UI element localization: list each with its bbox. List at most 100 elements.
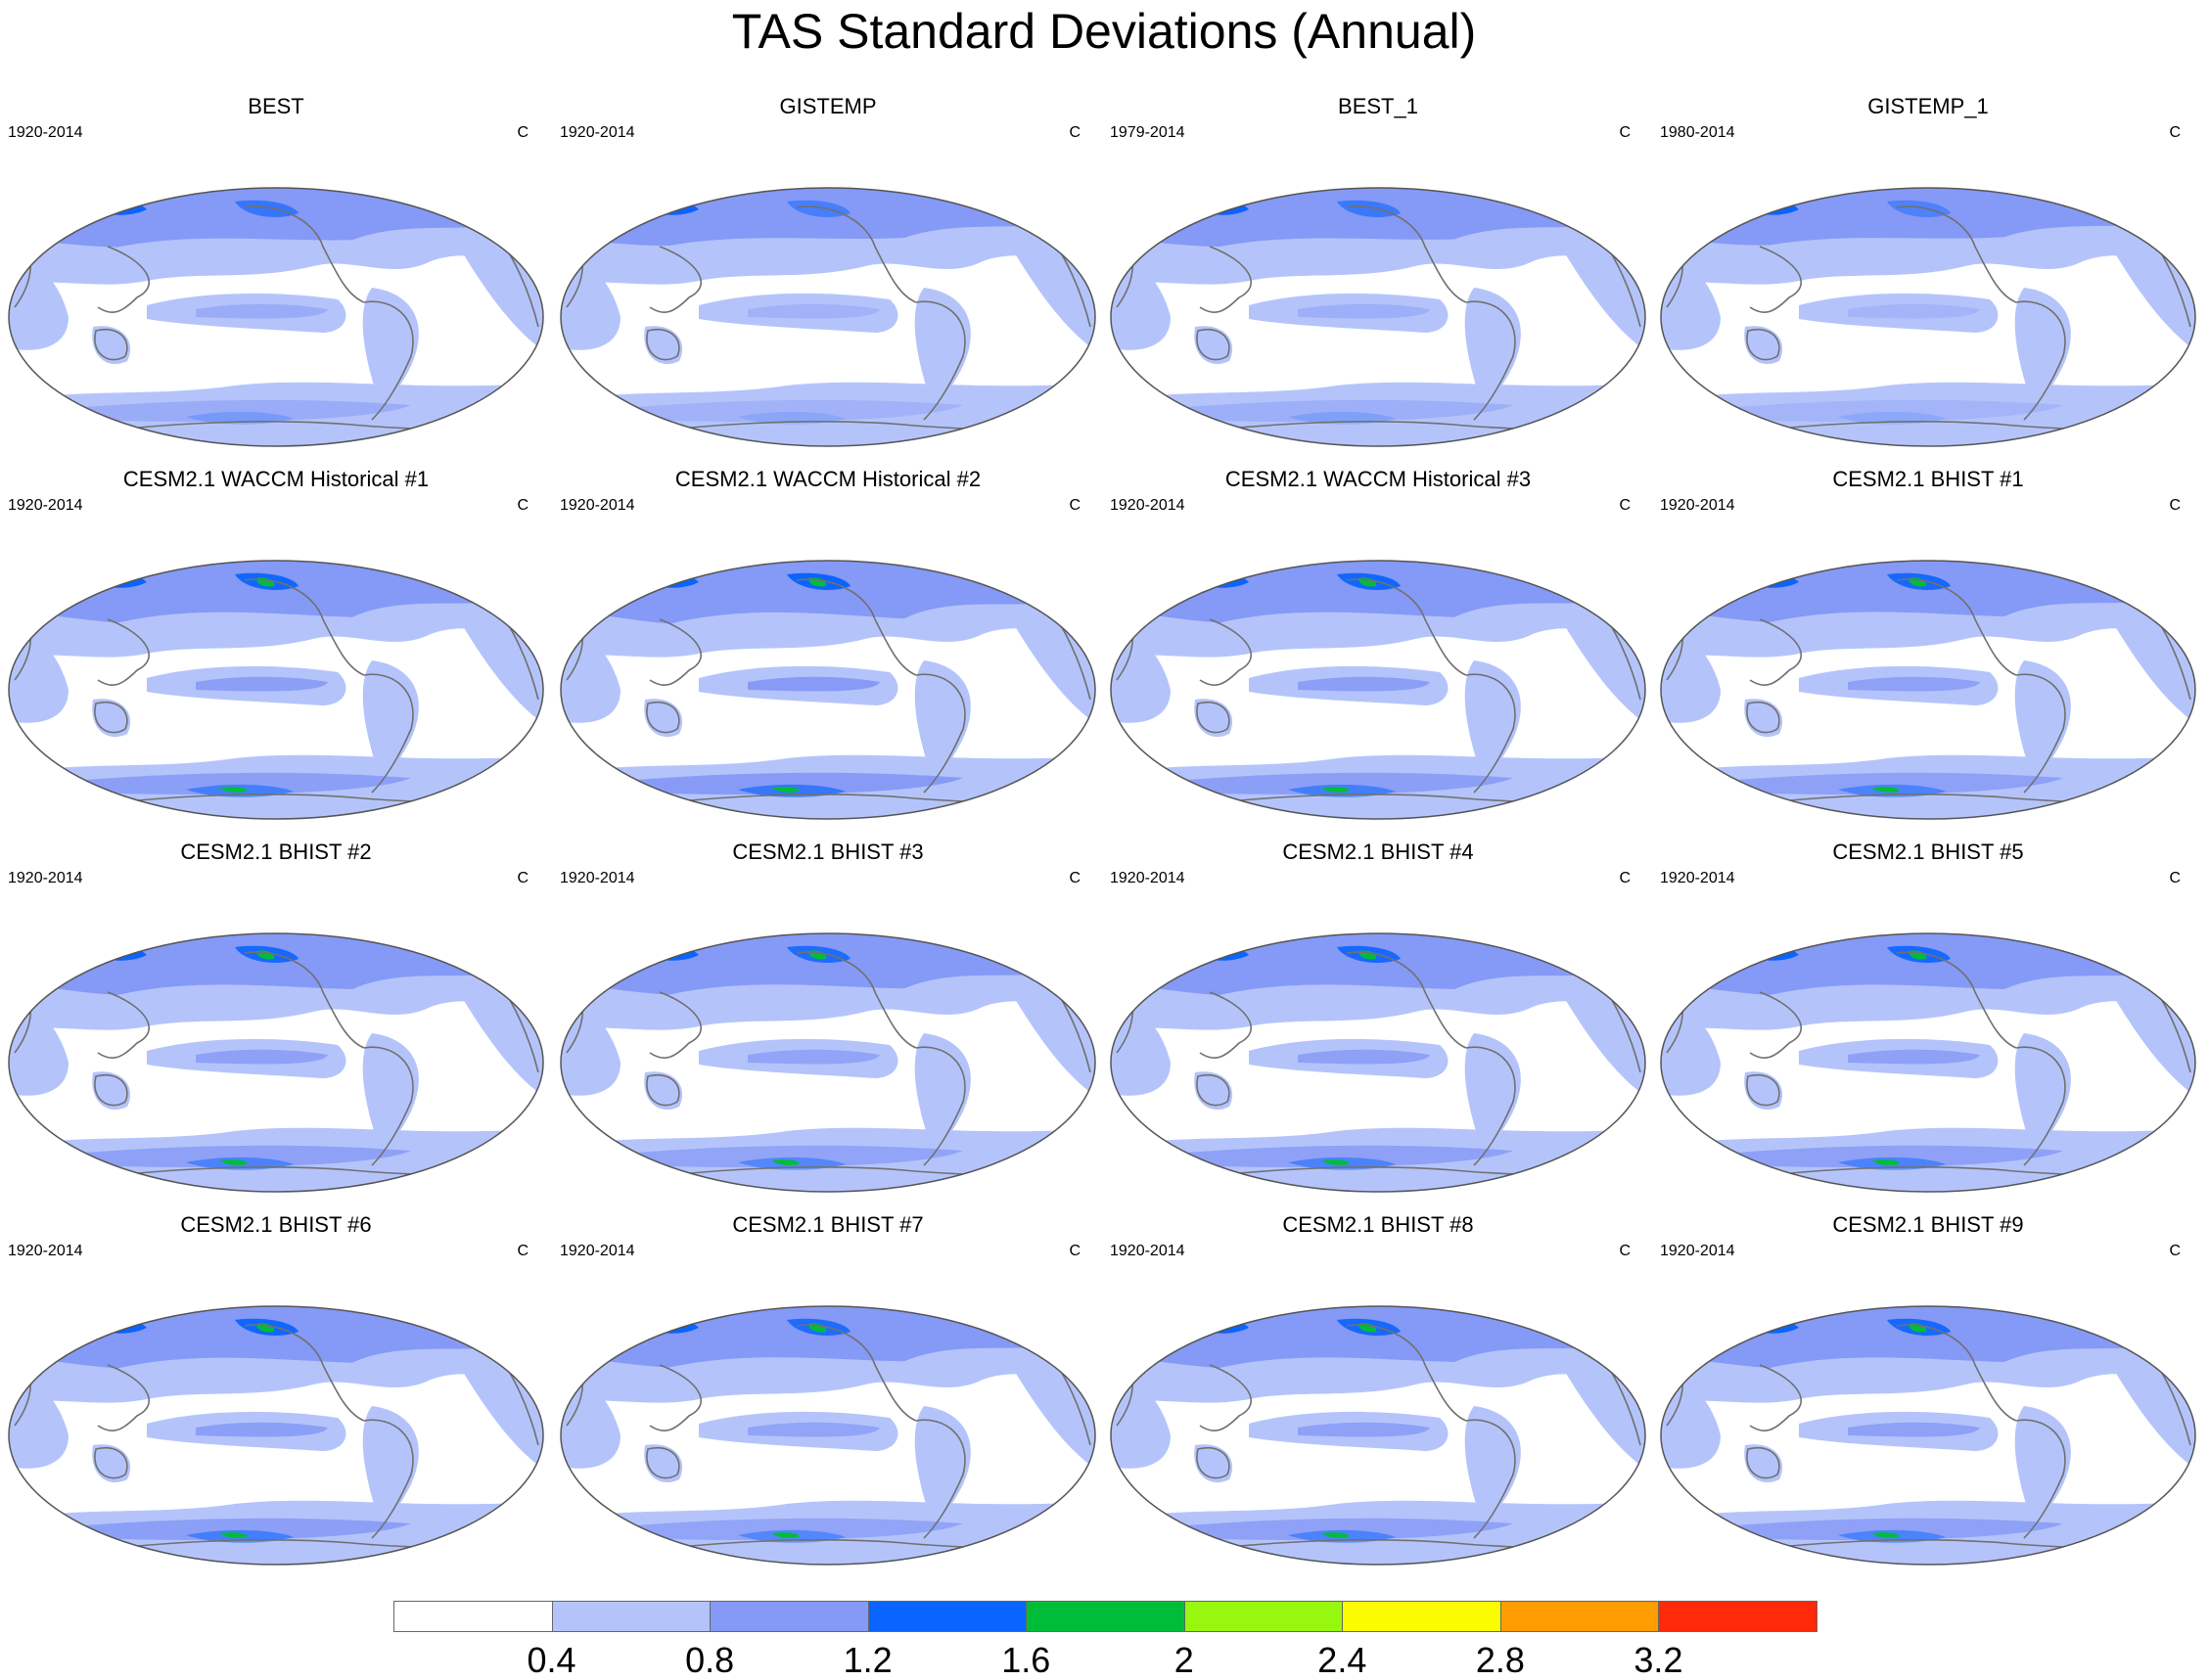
south-america-coast bbox=[1465, 300, 1516, 421]
panel-title: BEST bbox=[248, 94, 304, 118]
colorbar-segment bbox=[710, 1601, 869, 1632]
australia-coast bbox=[646, 1073, 680, 1107]
world-map bbox=[1110, 187, 1646, 447]
antarctic-peak bbox=[772, 1532, 800, 1538]
panel-units: C bbox=[1619, 497, 1631, 514]
tropical-pacific-core bbox=[1298, 676, 1430, 692]
asia-coast bbox=[97, 1364, 150, 1431]
southern-ocean-core bbox=[59, 1518, 411, 1541]
panel-period: 1920-2014 bbox=[1110, 1243, 1185, 1259]
southern-ocean-core bbox=[1711, 1518, 2063, 1541]
map-outline bbox=[1110, 1305, 1646, 1566]
world-map bbox=[1110, 932, 1646, 1193]
map-outline bbox=[1660, 187, 2196, 447]
map-panel: GISTEMP_1 1980-2014 C bbox=[1652, 90, 2204, 462]
siberia-maximum bbox=[630, 567, 699, 588]
south-america-coast bbox=[2015, 1419, 2066, 1539]
asia-coast bbox=[97, 618, 150, 686]
world-map bbox=[1660, 1305, 2196, 1566]
southern-ocean-core bbox=[611, 399, 963, 423]
panel-units: C bbox=[2169, 870, 2181, 886]
southern-ocean-core bbox=[611, 772, 963, 795]
map-panel: CESM2.1 BHIST #9 1920-2014 C bbox=[1652, 1208, 2204, 1580]
siberia-maximum bbox=[1180, 567, 1249, 588]
map-panel: CESM2.1 BHIST #8 1920-2014 C bbox=[1102, 1208, 1654, 1580]
asia-coast bbox=[1199, 618, 1252, 686]
south-america-coast bbox=[363, 673, 414, 794]
colorbar-label: 1.2 bbox=[843, 1640, 893, 1680]
panel-title: CESM2.1 BHIST #7 bbox=[732, 1212, 924, 1237]
asia-coast bbox=[649, 246, 702, 313]
colorbar-segment bbox=[867, 1601, 1028, 1632]
southern-ocean-core bbox=[59, 772, 411, 795]
map-outline bbox=[1660, 932, 2196, 1193]
siberia-maximum bbox=[1730, 567, 1799, 588]
southern-ocean-core bbox=[1161, 1518, 1513, 1541]
north-america-coast bbox=[1346, 951, 1467, 1049]
world-map bbox=[8, 187, 544, 447]
colorbar-segment bbox=[551, 1601, 712, 1632]
map-panel: CESM2.1 BHIST #3 1920-2014 C bbox=[552, 836, 1104, 1207]
panel-units: C bbox=[1619, 1243, 1631, 1259]
panel-period: 1920-2014 bbox=[560, 1243, 635, 1259]
asia-coast bbox=[1199, 991, 1252, 1059]
asia-coast bbox=[1749, 618, 1802, 686]
colorbar-segment bbox=[1658, 1601, 1817, 1632]
tropical-pacific-core bbox=[748, 303, 880, 319]
canada-maximum bbox=[1337, 200, 1401, 217]
tropical-pacific-core bbox=[1848, 676, 1980, 692]
australia-coast bbox=[646, 1446, 680, 1479]
panel-units: C bbox=[2169, 1243, 2181, 1259]
australia-coast bbox=[94, 1073, 128, 1107]
map-outline bbox=[8, 560, 544, 820]
tropical-pacific-core bbox=[1848, 1422, 1980, 1437]
map-panel: CESM2.1 BHIST #7 1920-2014 C bbox=[552, 1208, 1104, 1580]
south-america-coast bbox=[915, 300, 966, 421]
southern-ocean-core bbox=[1161, 399, 1513, 423]
tropical-pacific-region bbox=[1799, 293, 1999, 333]
asia-coast bbox=[649, 1364, 702, 1431]
antarctic-peak bbox=[220, 1532, 248, 1538]
panel-period: 1979-2014 bbox=[1110, 124, 1185, 141]
antarctic-peak bbox=[220, 1159, 248, 1165]
map-panel: CESM2.1 BHIST #6 1920-2014 C bbox=[0, 1208, 552, 1580]
australia-coast bbox=[94, 1446, 128, 1479]
south-america-coast bbox=[363, 300, 414, 421]
map-outline bbox=[1660, 1305, 2196, 1566]
north-america-coast bbox=[1896, 951, 2017, 1049]
tropical-pacific-core bbox=[1848, 1049, 1980, 1065]
map-panel: CESM2.1 BHIST #1 1920-2014 C bbox=[1652, 463, 2204, 835]
antarctic-peak bbox=[772, 1159, 800, 1165]
map-panel: CESM2.1 WACCM Historical #3 1920-2014 C bbox=[1102, 463, 1654, 835]
north-america-coast bbox=[1896, 205, 2017, 303]
world-map bbox=[1660, 187, 2196, 447]
siberia-maximum bbox=[1180, 194, 1249, 215]
panel-units: C bbox=[517, 497, 529, 514]
panel-units: C bbox=[517, 124, 529, 141]
antarctic-peak bbox=[1872, 1532, 1900, 1538]
world-map bbox=[560, 1305, 1096, 1566]
panel-units: C bbox=[1619, 124, 1631, 141]
south-america-coast bbox=[915, 673, 966, 794]
canada-maximum bbox=[235, 200, 299, 217]
tropical-pacific-core bbox=[1298, 303, 1430, 319]
north-america-coast bbox=[1896, 578, 2017, 676]
tropical-pacific-core bbox=[1298, 1422, 1430, 1437]
panel-units: C bbox=[1069, 1243, 1081, 1259]
north-america-coast bbox=[244, 578, 365, 676]
map-panel: CESM2.1 WACCM Historical #2 1920-2014 C bbox=[552, 463, 1104, 835]
map-outline bbox=[1110, 187, 1646, 447]
siberia-maximum bbox=[1180, 939, 1249, 961]
tropical-pacific-core bbox=[1848, 303, 1980, 319]
australia-coast bbox=[1746, 701, 1780, 734]
north-america-coast bbox=[1346, 578, 1467, 676]
australia-coast bbox=[1196, 701, 1230, 734]
southern-ocean-core bbox=[59, 399, 411, 423]
panel-period: 1920-2014 bbox=[8, 497, 83, 514]
map-outline bbox=[1110, 560, 1646, 820]
south-america-coast bbox=[1465, 1046, 1516, 1166]
panel-units: C bbox=[517, 1243, 529, 1259]
colorbar-segment bbox=[1026, 1601, 1185, 1632]
tropical-pacific-core bbox=[196, 1422, 328, 1437]
tropical-pacific-core bbox=[748, 1422, 880, 1437]
